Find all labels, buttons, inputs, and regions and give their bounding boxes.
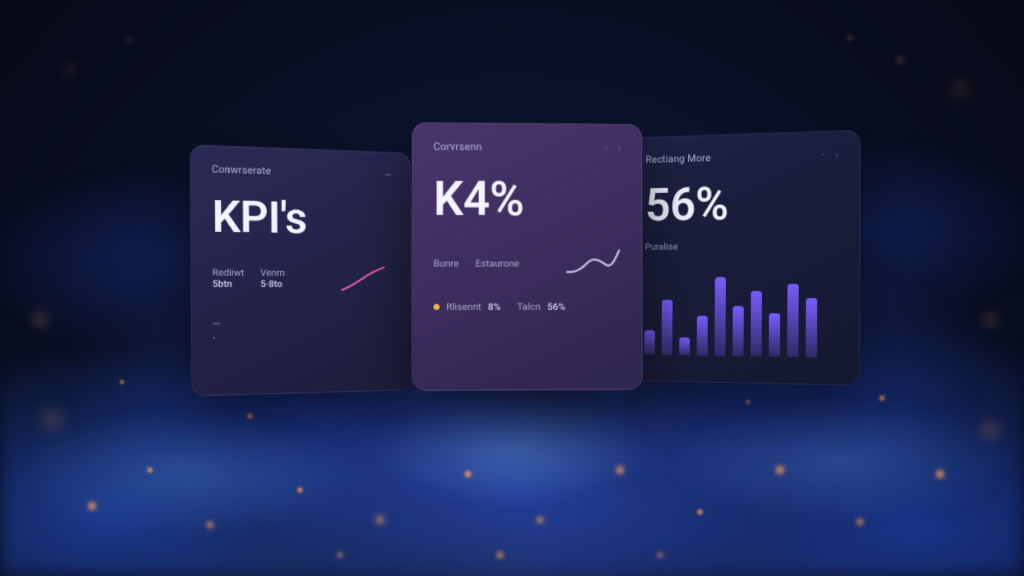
metric-item: — · bbox=[213, 319, 221, 345]
card-header-meta: · › bbox=[605, 143, 621, 153]
metrics-row: Bunre Estaurone bbox=[433, 246, 621, 281]
card-title: Rectiang More bbox=[646, 153, 711, 166]
meta-text: — bbox=[384, 170, 391, 180]
metric-item: Talcn 56% bbox=[517, 302, 565, 313]
card-title: Corvrsenn bbox=[433, 142, 482, 154]
card-stage: Conwrserate — KPI's Rediiwt 5btn Venrn 5… bbox=[0, 0, 1024, 576]
metric-value: 56% bbox=[547, 302, 565, 313]
kpi-card-left[interactable]: Conwrserate — KPI's Rediiwt 5btn Venrn 5… bbox=[190, 144, 413, 396]
bar bbox=[751, 291, 762, 356]
indicator-dot-icon bbox=[433, 304, 439, 310]
sparkline-chart bbox=[565, 246, 621, 281]
kpi-card-middle[interactable]: Corvrsenn · › K4% Bunre Estaurone bbox=[412, 122, 643, 391]
kpi-hero-value: 56% bbox=[645, 175, 838, 232]
bar bbox=[697, 316, 708, 355]
sparkline-path bbox=[567, 250, 619, 272]
card-header: Rectiang More · › bbox=[646, 149, 839, 165]
metric-value: 5·8to bbox=[260, 279, 282, 290]
card-header-meta: · › bbox=[822, 150, 838, 161]
sparkline-chart bbox=[340, 262, 393, 296]
metric-label: Venrn bbox=[260, 268, 285, 279]
card-row: Conwrserate — KPI's Rediiwt 5btn Venrn 5… bbox=[152, 108, 872, 428]
metric-label: Talcn bbox=[517, 302, 540, 313]
metrics-row-2: — · bbox=[213, 317, 393, 344]
metric-label: Rediiwt bbox=[212, 268, 244, 279]
chart-legend: Puralise bbox=[645, 240, 838, 253]
bar bbox=[715, 277, 726, 356]
bar-chart bbox=[644, 266, 838, 358]
metric-item: Rlisennt 8% bbox=[433, 302, 500, 313]
chevron-right-icon[interactable]: › bbox=[618, 144, 621, 154]
sparkline-path bbox=[342, 267, 384, 290]
bar bbox=[679, 337, 690, 355]
metrics-row-2: Rlisennt 8% Talcn 56% bbox=[433, 302, 621, 314]
metrics-labels: Rlisennt 8% Talcn 56% bbox=[433, 302, 565, 313]
bar bbox=[787, 284, 799, 357]
metric-value: 8% bbox=[488, 302, 501, 313]
metric-value: · bbox=[213, 333, 221, 344]
card-title: Conwrserate bbox=[212, 164, 271, 177]
card-header: Conwrserate — bbox=[212, 164, 392, 181]
metric-label: Estaurone bbox=[475, 258, 519, 269]
card-header: Corvrsenn · › bbox=[433, 142, 621, 155]
metric-item: Venrn 5·8to bbox=[260, 268, 285, 290]
kpi-card-right[interactable]: Rectiang More · › 56% Puralise bbox=[624, 129, 861, 385]
bar bbox=[769, 313, 780, 357]
metric-label: — bbox=[213, 319, 221, 330]
metric-label: Rlisennt bbox=[446, 302, 481, 313]
metric-label: Bunre bbox=[433, 258, 458, 269]
meta-dot: · bbox=[605, 143, 608, 153]
metrics-labels: Rediiwt 5btn Venrn 5·8to bbox=[212, 268, 285, 291]
metrics-row: Rediiwt 5btn Venrn 5·8to bbox=[212, 261, 392, 296]
chevron-right-icon[interactable]: › bbox=[835, 150, 838, 160]
bar bbox=[806, 299, 818, 358]
card-header-meta: — bbox=[384, 170, 391, 180]
metric-item: Rediiwt 5btn bbox=[212, 268, 244, 291]
kpi-hero-value: KPI's bbox=[212, 190, 392, 245]
bar bbox=[644, 330, 655, 355]
metrics-labels: Bunre Estaurone bbox=[433, 258, 519, 269]
bar bbox=[662, 300, 673, 355]
metric-value: 5btn bbox=[212, 279, 232, 290]
kpi-hero-value: K4% bbox=[433, 172, 621, 228]
meta-dot: · bbox=[822, 150, 825, 160]
bar bbox=[732, 306, 743, 357]
